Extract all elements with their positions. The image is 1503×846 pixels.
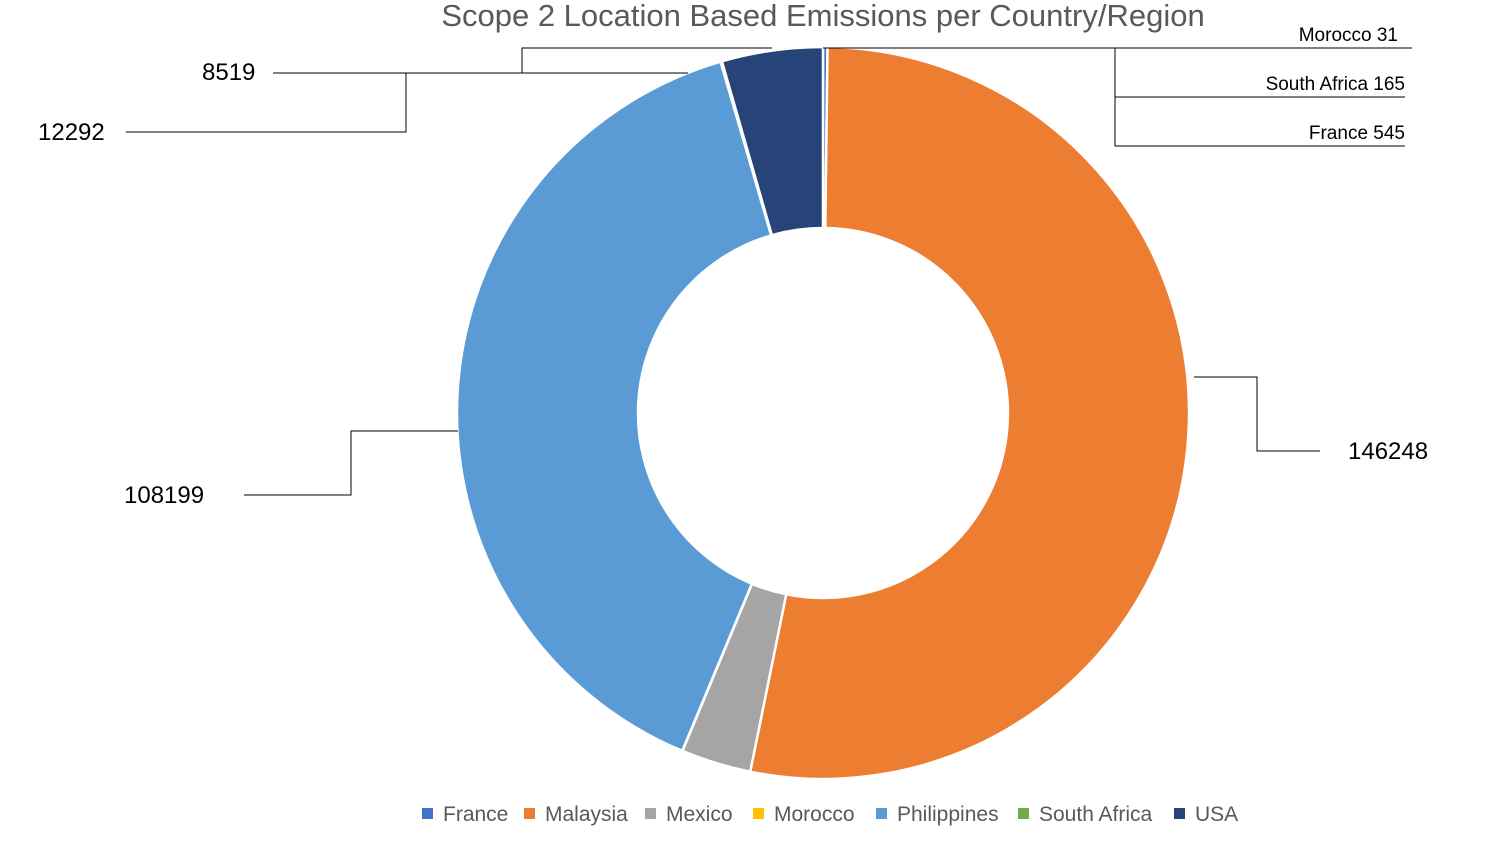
legend-item-mexico: Mexico [645, 803, 733, 826]
legend-swatch-morocco [753, 808, 764, 819]
data-label-france: France 545 [1309, 123, 1405, 144]
leader-lines-group [126, 47, 1412, 496]
legend-swatch-south-africa [1018, 808, 1029, 819]
legend-label-south-africa: South Africa [1039, 803, 1153, 826]
legend-swatch-malaysia [524, 808, 535, 819]
leader-line-france [1114, 48, 1405, 147]
data-label-philippines: 108199 [124, 482, 204, 509]
legend-swatch-france [422, 808, 433, 819]
legend-label-mexico: Mexico [666, 803, 733, 826]
slice-philippines [455, 60, 773, 753]
legend-swatch-philippines [876, 808, 887, 819]
leader-line-usa [126, 72, 688, 133]
leader-line-philippines [244, 430, 458, 496]
legend-item-malaysia: Malaysia [524, 803, 628, 826]
legend-swatch-usa [1174, 808, 1185, 819]
chart-legend: France Malaysia Mexico Morocco Philippin… [422, 803, 1238, 826]
data-label-mexico: 8519 [202, 59, 255, 86]
legend-label-malaysia: Malaysia [545, 803, 628, 826]
leader-line-mexico [273, 47, 772, 74]
data-label-morocco: Morocco 31 [1299, 25, 1398, 46]
legend-label-france: France [443, 803, 508, 826]
data-label-south-africa: South Africa 165 [1266, 74, 1405, 95]
legend-item-philippines: Philippines [876, 803, 999, 826]
legend-label-morocco: Morocco [774, 803, 855, 826]
legend-item-morocco: Morocco [753, 803, 855, 826]
legend-label-philippines: Philippines [897, 803, 999, 826]
legend-item-france: France [422, 803, 508, 826]
data-labels-group: 146248 108199 12292 8519 Morocco 31 Sout… [38, 25, 1428, 509]
data-label-usa: 12292 [38, 119, 105, 146]
legend-swatch-mexico [645, 808, 656, 819]
slice-usa [720, 45, 825, 237]
slice-malaysia [748, 45, 1191, 781]
legend-item-south-africa: South Africa [1018, 803, 1153, 826]
data-label-malaysia: 146248 [1348, 438, 1428, 465]
legend-item-usa: USA [1174, 803, 1238, 826]
legend-label-usa: USA [1195, 803, 1238, 826]
leader-line-malaysia [1194, 376, 1320, 452]
chart-title: Scope 2 Location Based Emissions per Cou… [441, 0, 1204, 33]
slices-group [455, 45, 1191, 781]
